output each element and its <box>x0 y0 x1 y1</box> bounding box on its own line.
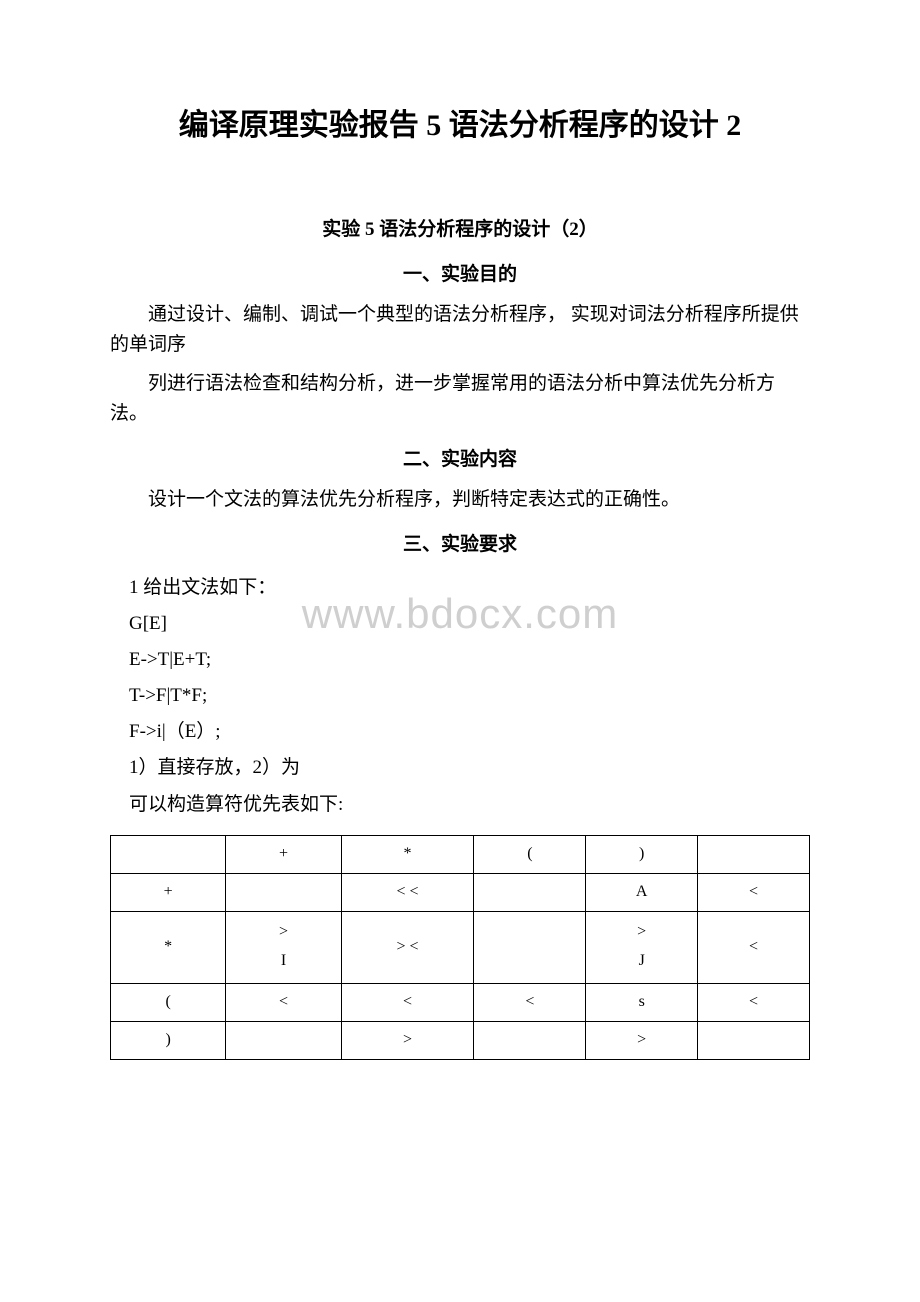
table-cell: > <box>586 1021 698 1059</box>
grammar-line-5: F->i|（E）; <box>129 714 810 750</box>
document-title: 编译原理实验报告 5 语法分析程序的设计 2 <box>110 100 810 144</box>
section-2-para-1: 设计一个文法的算法优先分析程序，判断特定表达式的正确性。 <box>110 485 810 515</box>
grammar-line-1: 1 给出文法如下： <box>129 570 810 606</box>
table-row-label: ) <box>111 1021 226 1059</box>
table-row-label: ( <box>111 983 226 1021</box>
grammar-line-3: E->T|E+T; <box>129 642 810 678</box>
table-row: + < < A < <box>111 873 810 911</box>
table-cell <box>698 1021 810 1059</box>
table-header-cell: ) <box>586 835 698 873</box>
table-cell <box>226 1021 341 1059</box>
document-content: 编译原理实验报告 5 语法分析程序的设计 2 实验 5 语法分析程序的设计（2）… <box>110 100 810 1060</box>
grammar-line-6: 1）直接存放，2）为 <box>129 750 810 786</box>
table-cell <box>474 873 586 911</box>
table-header-cell <box>698 835 810 873</box>
table-row: ) > > <box>111 1021 810 1059</box>
table-header-cell <box>111 835 226 873</box>
table-cell: < <box>698 911 810 983</box>
experiment-subtitle: 实验 5 语法分析程序的设计（2） <box>110 214 810 241</box>
table-cell: < < <box>341 873 474 911</box>
table-row-label: + <box>111 873 226 911</box>
table-header-cell: + <box>226 835 341 873</box>
grammar-line-7: 可以构造算符优先表如下: <box>129 787 810 823</box>
table-row: ( < < < s < <box>111 983 810 1021</box>
table-cell: < <box>698 873 810 911</box>
operator-precedence-table: + * ( ) + < < A < * >I > < >J < ( < < < <box>110 835 810 1060</box>
table-header-cell: ( <box>474 835 586 873</box>
table-cell: < <box>698 983 810 1021</box>
section-2-heading: 二、实验内容 <box>110 444 810 471</box>
section-1-heading: 一、实验目的 <box>110 259 810 286</box>
table-row: * >I > < >J < <box>111 911 810 983</box>
table-cell: s <box>586 983 698 1021</box>
section-1-para-1: 通过设计、编制、调试一个典型的语法分析程序， 实现对词法分析程序所提供的单词序 <box>110 300 810 361</box>
table-cell: < <box>226 983 341 1021</box>
grammar-line-4: T->F|T*F; <box>129 678 810 714</box>
table-cell: < <box>474 983 586 1021</box>
table-cell: > < <box>341 911 474 983</box>
table-cell <box>474 911 586 983</box>
table-cell: < <box>341 983 474 1021</box>
table-cell: > <box>341 1021 474 1059</box>
table-header-cell: * <box>341 835 474 873</box>
section-1-para-2: 列进行语法检查和结构分析，进一步掌握常用的语法分析中算法优先分析方法。 <box>110 369 810 430</box>
table-cell <box>226 873 341 911</box>
table-cell: >J <box>586 911 698 983</box>
section-3-heading: 三、实验要求 <box>110 529 810 556</box>
table-cell: >I <box>226 911 341 983</box>
table-row-label: * <box>111 911 226 983</box>
table-header-row: + * ( ) <box>111 835 810 873</box>
table-cell: A <box>586 873 698 911</box>
grammar-line-2: G[E] <box>129 606 810 642</box>
table-cell <box>474 1021 586 1059</box>
